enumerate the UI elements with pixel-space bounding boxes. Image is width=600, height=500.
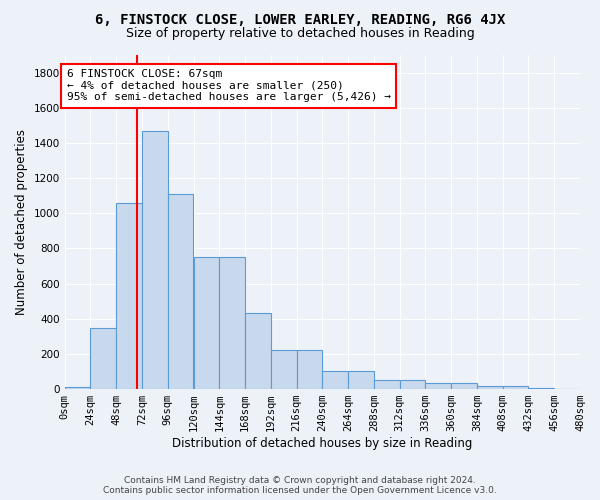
- Bar: [503, 386, 529, 389]
- Bar: [296, 350, 322, 389]
- Bar: [374, 380, 400, 389]
- Bar: [322, 370, 348, 389]
- X-axis label: Distribution of detached houses by size in Reading: Distribution of detached houses by size …: [172, 437, 473, 450]
- Bar: [477, 386, 503, 389]
- Bar: [245, 314, 271, 389]
- Bar: [116, 202, 142, 389]
- Bar: [193, 257, 219, 389]
- Bar: [348, 370, 374, 389]
- Bar: [400, 380, 425, 389]
- Bar: [168, 194, 193, 389]
- Text: 6 FINSTOCK CLOSE: 67sqm
← 4% of detached houses are smaller (250)
95% of semi-de: 6 FINSTOCK CLOSE: 67sqm ← 4% of detached…: [67, 69, 391, 102]
- Text: Contains HM Land Registry data © Crown copyright and database right 2024.
Contai: Contains HM Land Registry data © Crown c…: [103, 476, 497, 495]
- Bar: [425, 383, 451, 389]
- Y-axis label: Number of detached properties: Number of detached properties: [15, 129, 28, 315]
- Bar: [91, 328, 116, 389]
- Bar: [219, 257, 245, 389]
- Text: 6, FINSTOCK CLOSE, LOWER EARLEY, READING, RG6 4JX: 6, FINSTOCK CLOSE, LOWER EARLEY, READING…: [95, 12, 505, 26]
- Bar: [451, 383, 477, 389]
- Bar: [65, 388, 91, 389]
- Text: Size of property relative to detached houses in Reading: Size of property relative to detached ho…: [125, 28, 475, 40]
- Bar: [529, 388, 554, 389]
- Bar: [142, 130, 168, 389]
- Bar: [271, 350, 296, 389]
